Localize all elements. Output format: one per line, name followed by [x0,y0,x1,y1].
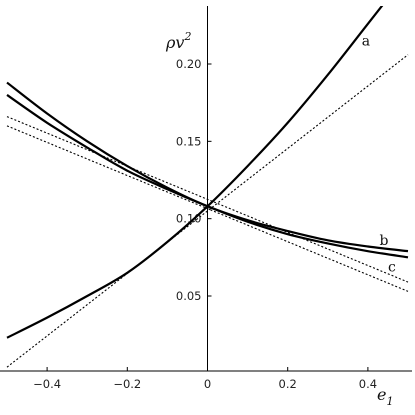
y-axis-title: ρv2 [165,30,191,52]
y-tick-label: 0.05 [176,289,202,303]
x-tick-label: 0.4 [359,377,377,391]
y-tick-label: 0.20 [176,57,202,71]
x-tick-label: −0.2 [113,377,141,391]
x-tick-label: 0.2 [279,377,297,391]
series-a-approx-line [6,54,409,368]
y-axis-title-sup: 2 [183,30,191,43]
y-tick-label: 0.15 [176,134,202,148]
x-axis-title: e1 [377,385,393,408]
y-tick-label: 0.10 [176,212,202,226]
x-axis-title-sub: 1 [386,395,393,408]
curve-label-a: a [362,33,370,49]
series-b-approx-line [6,116,409,283]
y-axis-title-main: ρv [165,33,184,52]
curve-label-c: c [388,259,396,275]
x-tick-label: 0 [204,377,211,391]
series-c-line [6,94,409,259]
labels-layer: a bc ρv2 e1 [165,30,396,408]
x-axis-title-main: e [377,385,386,404]
series-c-approx-line [6,125,409,292]
series-layer [6,6,409,368]
x-tick-label: −0.4 [33,377,61,391]
axes: −0.4 −0.2 0 0.2 0.4 0.05 0.10 0.15 0.20 [0,6,412,391]
curve-label-b: b [379,233,388,249]
